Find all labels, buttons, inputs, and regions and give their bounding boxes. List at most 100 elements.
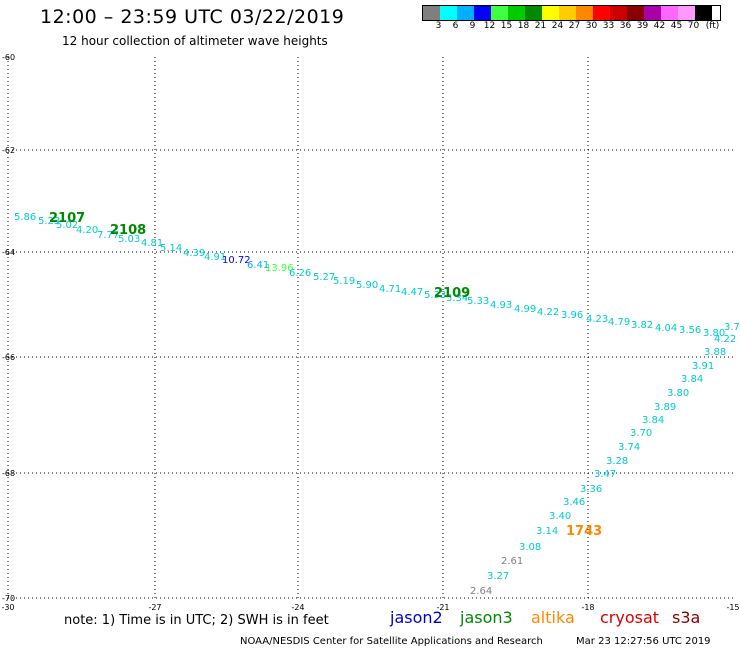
lon-label: -30 xyxy=(1,603,14,612)
scale-swatch xyxy=(593,6,610,20)
satellite-legend-jason2: jason2 xyxy=(390,608,443,627)
scale-label: 9 xyxy=(469,21,476,31)
footer-timestamp: Mar 23 12:27:56 UTC 2019 xyxy=(576,636,711,647)
wave-height-reading: 5.23 xyxy=(38,216,60,227)
wave-height-reading: 4.93 xyxy=(490,300,512,311)
wave-height-reading: 4.91 xyxy=(204,252,226,263)
wave-height-reading: 3.82 xyxy=(631,320,653,331)
scale-label: 36 xyxy=(619,21,632,31)
wave-height-reading: 3.84 xyxy=(681,374,703,385)
lat-lon-grid xyxy=(7,57,733,599)
track-label: 2109 xyxy=(434,286,470,301)
scale-swatch xyxy=(525,6,542,20)
wave-height-reading: 3.36 xyxy=(580,484,602,495)
color-scale-swatches xyxy=(422,5,721,21)
wave-height-reading: 3.80 xyxy=(703,328,725,339)
wave-height-reading: 2.61 xyxy=(501,556,523,567)
axis-labels: -60 -62 -64 -66 -68 -70-30 -27 -24 -21 -18 -15 xyxy=(1,53,739,612)
wave-height-reading: 5.90 xyxy=(356,280,378,291)
scale-swatch xyxy=(440,6,457,20)
wave-height-reading: 4.47 xyxy=(401,287,423,298)
scale-swatch xyxy=(576,6,593,20)
wave-height-reading: 4.79 xyxy=(608,317,630,328)
scale-swatch xyxy=(508,6,525,20)
scale-swatch xyxy=(644,6,661,20)
scale-label: 42 xyxy=(653,21,666,31)
scale-swatch xyxy=(474,6,491,20)
wave-height-reading: 5.34 xyxy=(446,293,468,304)
wave-height-reading: 3.80 xyxy=(667,388,689,399)
map-title: 12:00 – 23:59 UTC 03/22/2019 xyxy=(40,6,345,28)
scale-swatch xyxy=(542,6,559,20)
wave-height-reading: 2.64 xyxy=(470,586,492,597)
wave-height-reading: 3.70 xyxy=(630,428,652,439)
wave-height-reading: 3.88 xyxy=(704,347,726,358)
scale-swatch xyxy=(695,6,712,20)
satellite-legend-jason3: jason3 xyxy=(460,608,513,627)
wave-height-reading: 3.7 xyxy=(724,322,740,333)
lon-label: -15 xyxy=(726,603,739,612)
satellite-legend-s3a: s3a xyxy=(672,608,701,627)
lat-label: -60 xyxy=(2,53,15,62)
scale-swatch xyxy=(610,6,627,20)
lat-label: -68 xyxy=(2,469,15,478)
wave-height-reading: 3.40 xyxy=(549,511,571,522)
footer-credit: NOAA/NESDIS Center for Satellite Applica… xyxy=(240,636,543,647)
lat-label: -66 xyxy=(2,353,15,362)
scale-label: 27 xyxy=(568,21,581,31)
scale-swatch xyxy=(457,6,474,20)
scale-swatch xyxy=(678,6,695,20)
map-subtitle: 12 hour collection of altimeter wave hei… xyxy=(62,34,328,48)
wave-height-reading: 5.33 xyxy=(467,296,489,307)
scale-label: 3 xyxy=(435,21,442,31)
scale-swatch xyxy=(559,6,576,20)
scale-label: 21 xyxy=(534,21,547,31)
lon-label: -24 xyxy=(291,603,304,612)
wave-height-reading: 6.41 xyxy=(247,260,269,271)
wave-height-labels: 5.86 5.235.024.207.775.03 4.815.14 4.394.91… xyxy=(14,212,740,597)
wave-height-reading: 10.72 xyxy=(222,255,251,266)
scale-label: 12 xyxy=(483,21,496,31)
scale-label: 30 xyxy=(585,21,598,31)
wave-height-reading: 7.77 xyxy=(97,230,119,241)
scale-swatch xyxy=(491,6,508,20)
wave-height-reading: 3.74 xyxy=(618,442,640,453)
scale-swatch xyxy=(423,6,440,20)
wave-height-reading: 5.03 xyxy=(118,234,140,245)
color-scale: 3 6 9 12 15 18 21 24 27 30 33 36 39 42 45 70 (ft) xyxy=(422,5,721,31)
wave-height-reading: 3.14 xyxy=(536,526,558,537)
scale-label: 70 xyxy=(687,21,700,31)
lon-label: -27 xyxy=(148,603,161,612)
units-note: note: 1) Time is in UTC; 2) SWH is in fe… xyxy=(64,613,329,628)
scale-label: 39 xyxy=(636,21,649,31)
wave-height-reading: 5.14 xyxy=(160,243,182,254)
satellite-legend-altika: altika xyxy=(531,608,575,627)
lon-label: -21 xyxy=(436,603,449,612)
track-label: 1743 xyxy=(566,524,602,539)
scale-swatch xyxy=(627,6,644,20)
wave-height-reading: 4.22 xyxy=(537,307,559,318)
wave-height-reading: 3.46 xyxy=(563,497,585,508)
wave-height-reading: 3.56 xyxy=(679,325,701,336)
wave-height-reading: 5.27 xyxy=(313,272,335,283)
wave-height-reading: 4.81 xyxy=(141,238,163,249)
satellite-legend-cryosat: cryosat xyxy=(600,608,660,627)
wave-height-reading: 4.99 xyxy=(514,304,536,315)
scale-label: 33 xyxy=(602,21,615,31)
lat-label: -64 xyxy=(2,248,15,257)
scale-label: 6 xyxy=(452,21,459,31)
wave-height-reading: 3.47 xyxy=(594,469,616,480)
scale-label: 18 xyxy=(517,21,530,31)
scale-swatch xyxy=(661,6,678,20)
wave-height-reading: 4.22 xyxy=(714,334,736,345)
track-label: 2107 xyxy=(49,211,85,226)
footer: NOAA/NESDIS Center for Satellite Applica… xyxy=(240,636,711,647)
wave-height-reading: 5.02 xyxy=(56,220,78,231)
wave-height-reading: 5.19 xyxy=(333,276,355,287)
wave-height-reading: 3.08 xyxy=(519,542,541,553)
wave-height-reading: 4.71 xyxy=(379,284,401,295)
lat-label: -62 xyxy=(2,146,15,155)
wave-height-reading: 4.20 xyxy=(76,225,98,236)
wave-height-reading: 4.39 xyxy=(183,248,205,259)
